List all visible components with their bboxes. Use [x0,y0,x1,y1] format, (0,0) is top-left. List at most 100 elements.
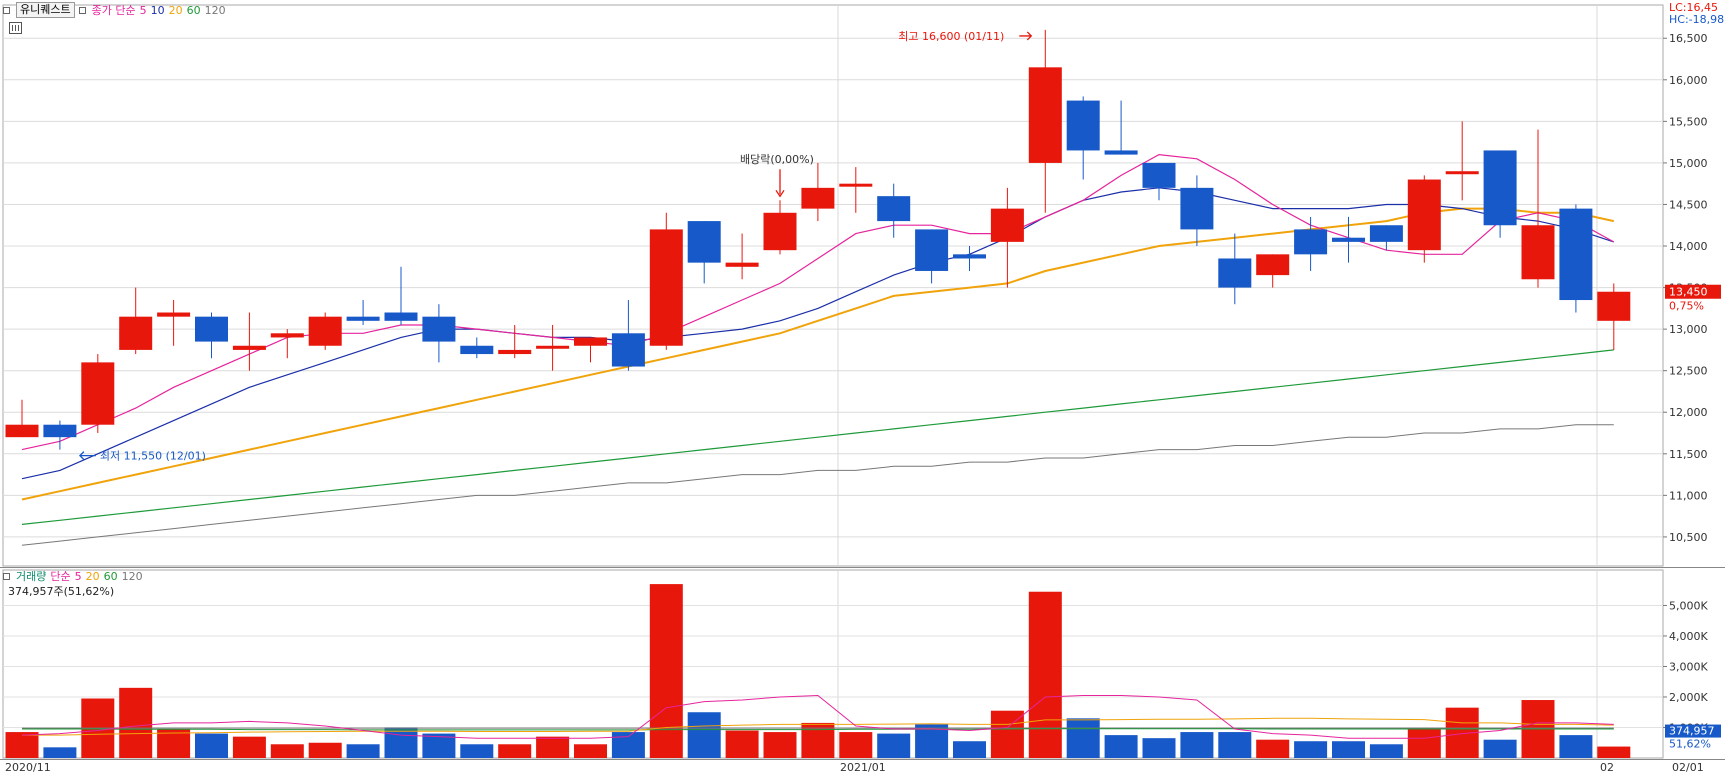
volume-bar [649,584,683,758]
last-price-tag: 13,450 [1669,286,1708,299]
low-annotation: 최저 11,550 (12/01) [100,450,206,463]
price-ma120-line [21,424,1614,546]
candle-body [1218,258,1252,288]
volume-bar [915,724,949,758]
volume-bar [763,732,797,758]
candle-body [1483,150,1517,226]
stock-name-button[interactable]: 유니퀘스트 [16,2,75,18]
candle-body [1066,100,1100,151]
volume-bar [687,712,721,758]
last-price-tag-bg [1665,284,1721,299]
candle-body [1597,291,1631,321]
hc-label: HC:-18,98 [1669,13,1725,26]
candle-body [460,345,494,355]
volume-bar [346,744,380,758]
volume-bar [232,736,266,758]
volume-bar [611,732,645,758]
volume-tick-label: 5,000K [1669,599,1708,612]
volume-bar [953,741,986,758]
candle-body [877,196,911,222]
volume-bar [536,736,570,758]
volume-bar [725,730,759,758]
dividend-annotation: 배당락(0,00%) [740,153,814,166]
volume-panel-menu-icon[interactable] [3,572,10,580]
candle-body [5,424,39,438]
price-tick-label: 11,500 [1669,448,1708,461]
candle-body [763,212,797,251]
candle-body [1559,208,1593,301]
candle-body [422,316,456,342]
candle-body [1407,179,1441,251]
price-ma10-line [21,187,1614,480]
candle-body [308,316,342,346]
lc-label: LC:16,45 [1669,1,1719,14]
price-tick-label: 13,000 [1669,323,1708,336]
volume-bar [1218,732,1252,758]
candle-body [119,316,153,350]
candle-body [801,187,835,209]
volume-bar [877,733,911,758]
volume-legend-ma20: 20 [85,569,100,583]
volume-bar [43,747,77,758]
legend-label: 종가 단순 [91,4,136,17]
last-volume-tag-bg [1665,724,1721,738]
volume-legend-name: 거래량 [16,570,47,583]
candle-body [81,362,115,425]
price-tick-label: 14,500 [1669,198,1708,211]
price-plot-frame [2,4,1664,567]
volume-bar [1294,741,1328,758]
x-axis-label: 2020/11 [5,761,51,774]
candle-body [990,208,1024,242]
grid-toggle-icon[interactable] [9,22,22,34]
volume-tick-label: 4,000K [1669,630,1708,643]
price-ma60-line [21,349,1614,525]
dividend-arrow-icon [775,169,785,198]
volume-bar [498,744,532,758]
candle-body [43,424,77,438]
candle-body [1332,237,1365,242]
price-tick-label: 12,000 [1669,406,1708,419]
volume-bar [1597,746,1631,758]
high-arrow-icon [1019,31,1033,41]
volume-ma5-line [21,694,1614,739]
price-tick-label: 10,500 [1669,531,1708,544]
candle-body [1445,171,1479,175]
volume-bar [574,744,607,758]
last-volume-tag: 374,957 [1669,725,1715,738]
panel-menu-icon[interactable] [3,6,10,14]
candle-body [1180,187,1214,230]
price-tick-label: 14,000 [1669,240,1708,253]
candle-body [346,316,380,321]
x-axis-label: 2021/01 [840,761,886,774]
candle-body [1294,229,1328,255]
candle-body [839,183,873,187]
volume-bar [1407,729,1441,758]
volume-bar [1256,739,1290,758]
volume-bar [1180,732,1214,758]
volume-bar [270,744,304,758]
change-pct-label: 0,75% [1669,300,1704,313]
candle-body [1104,150,1138,155]
volume-bar [1104,735,1138,758]
candle-body [157,312,191,317]
volume-bar [1066,718,1100,758]
volume-bar [195,733,228,758]
price-tick-label: 16,000 [1669,74,1708,87]
volume-tick-label: 3,000K [1669,660,1708,673]
volume-bar [1369,744,1403,758]
candle-body [725,262,759,267]
volume-bar [422,733,456,758]
volume-info: 374,957주(51,62%) [8,585,115,598]
candle-body [1028,67,1062,163]
candle-body [611,333,645,367]
volume-bar [1332,741,1365,758]
candle-body [195,316,228,342]
candle-body [232,345,266,350]
volume-bar [1483,739,1517,758]
candle-body [1256,254,1290,276]
candle-body [1142,162,1176,188]
volume-bar [308,742,342,758]
volume-ma60-line [22,728,1614,731]
volume-legend-ma60: 60 [103,569,118,583]
